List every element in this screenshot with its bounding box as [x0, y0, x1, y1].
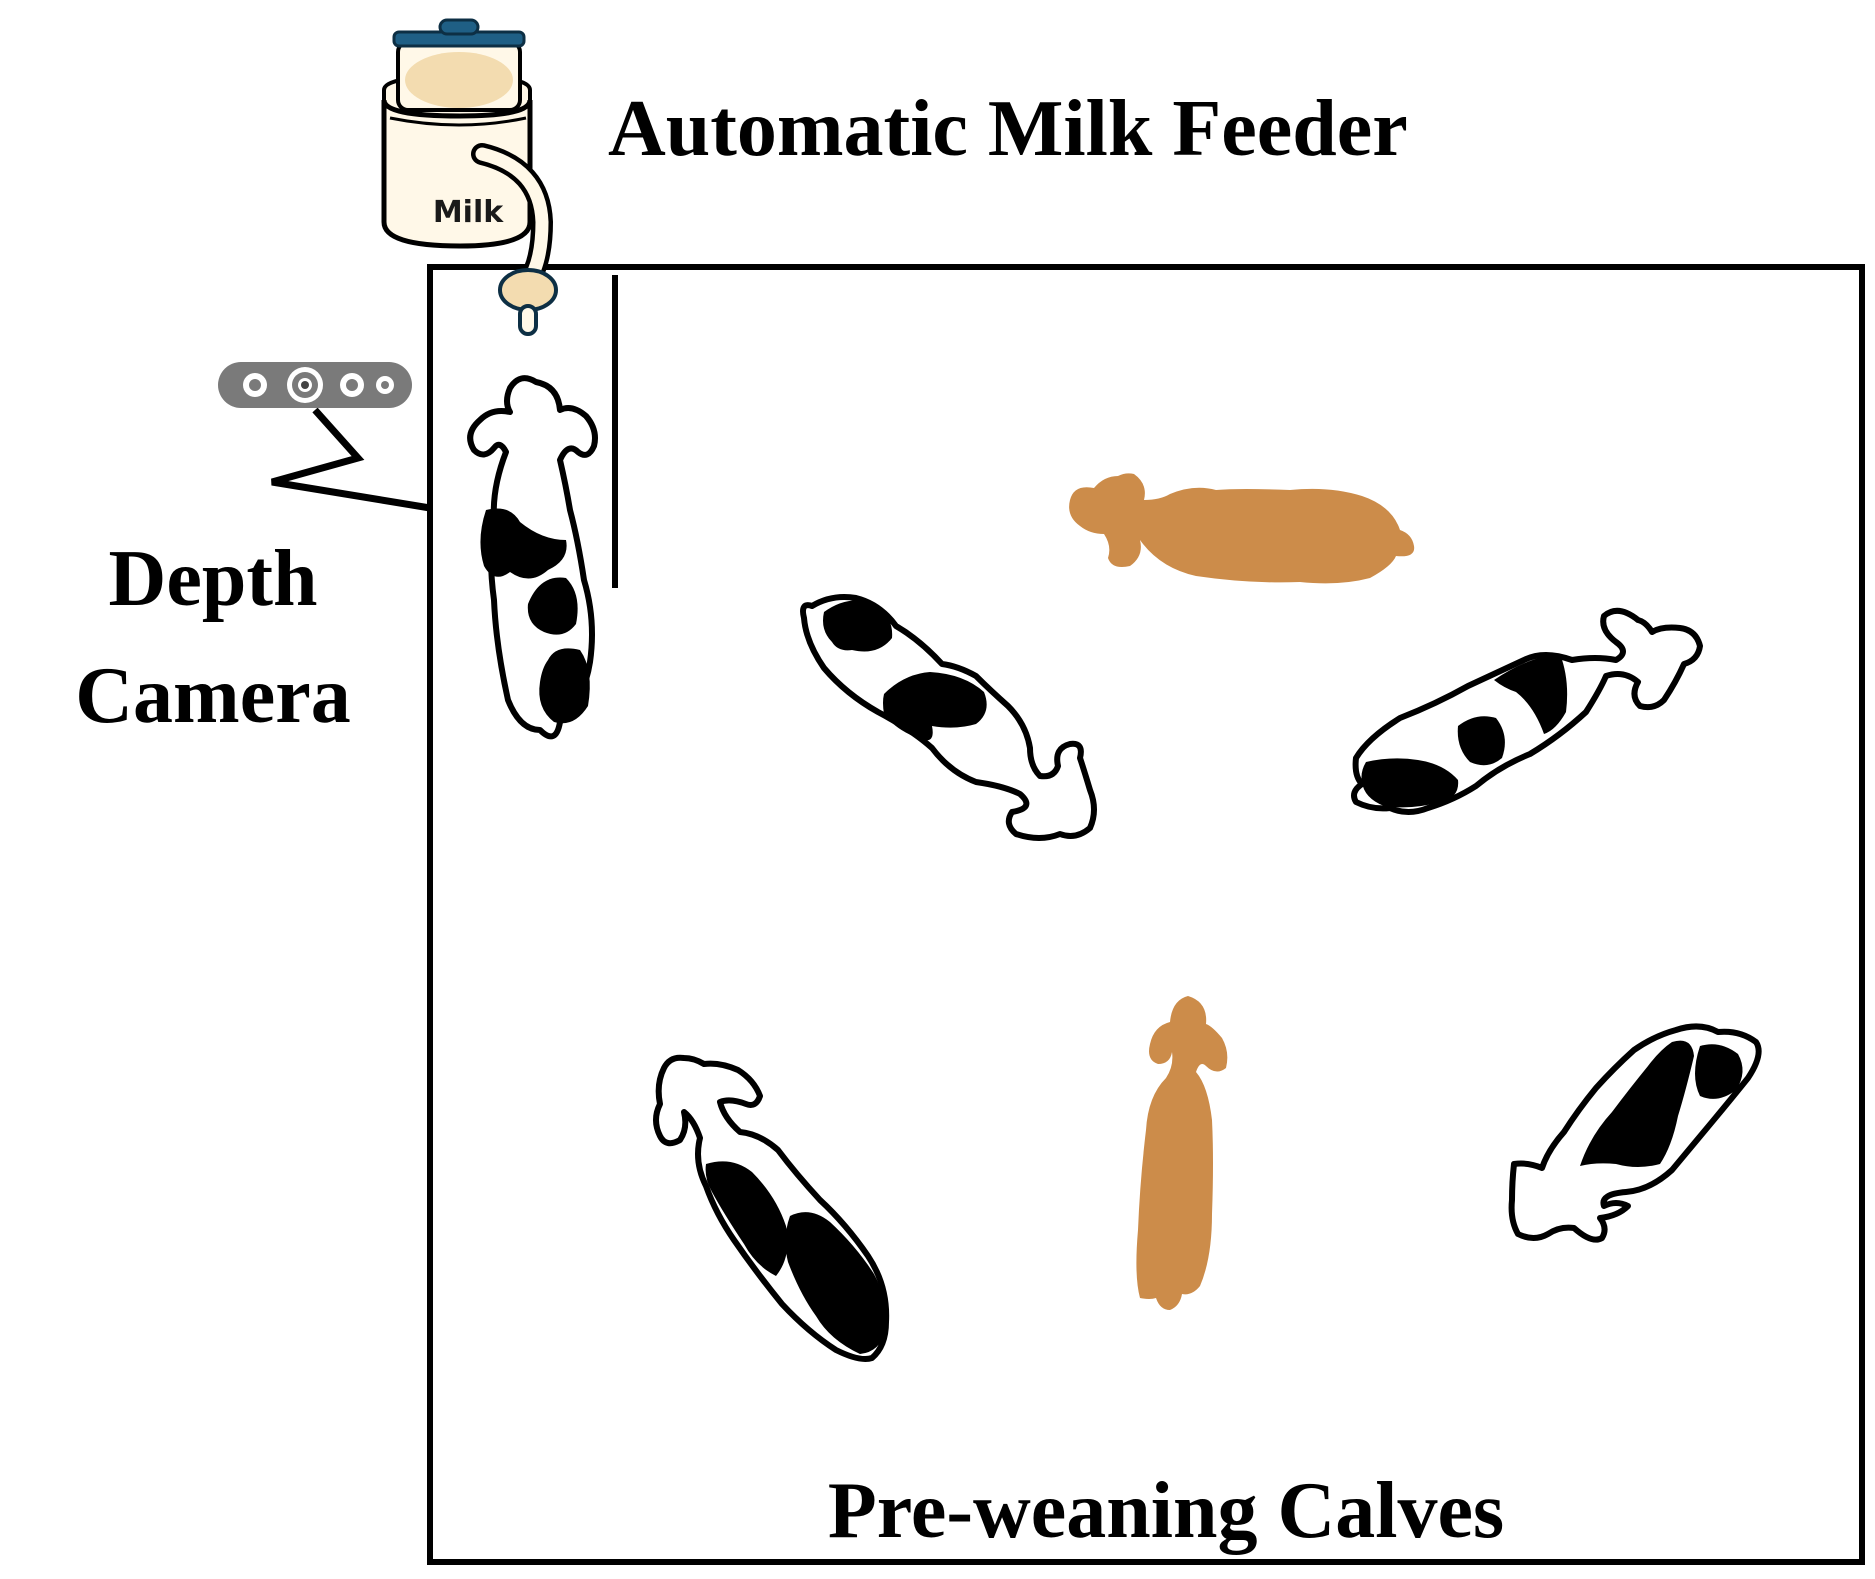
depth-camera-icon — [218, 362, 412, 408]
camera-label-line1: Depth — [109, 535, 318, 623]
calf-topdown-icon — [1136, 996, 1228, 1310]
camera-label-line2: Camera — [75, 652, 350, 740]
calf-topdown-icon — [800, 594, 1097, 841]
calf-topdown-icon — [1069, 473, 1415, 584]
pen-enclosure — [427, 264, 1865, 1565]
calf-topdown-icon — [1351, 607, 1703, 815]
calves-label: Pre-weaning Calves — [828, 1467, 1504, 1555]
feeder-label: Automatic Milk Feeder — [608, 85, 1408, 173]
calf-topdown-icon — [1508, 1023, 1762, 1243]
milk-label: Milk — [433, 195, 504, 230]
calf-topdown-icon — [653, 1054, 890, 1362]
calf-topdown-icon — [467, 375, 598, 740]
milk-bucket-icon: Milk — [381, 18, 558, 336]
camera-mount-bracket — [271, 407, 431, 512]
